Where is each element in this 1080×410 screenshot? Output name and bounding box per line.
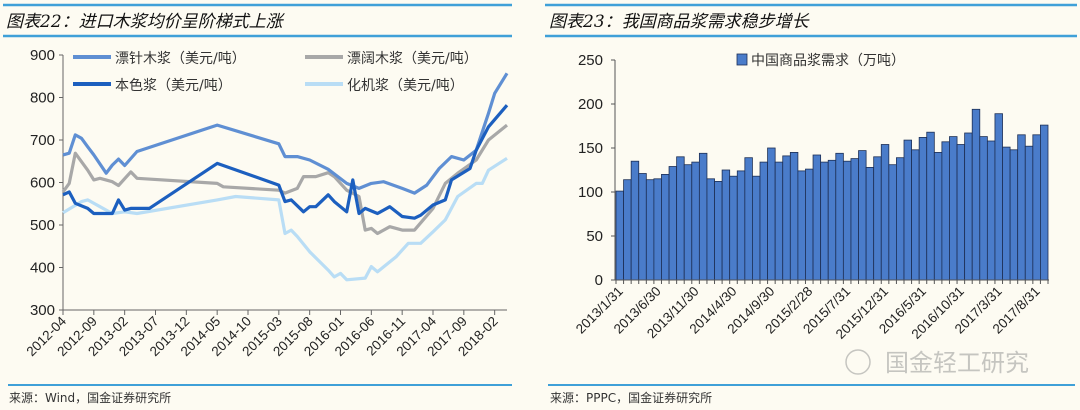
bar — [797, 170, 806, 281]
bar — [782, 155, 791, 281]
bar — [873, 156, 882, 281]
bar — [896, 157, 905, 281]
bar — [623, 179, 632, 281]
bar — [714, 180, 723, 281]
legend-swatch — [736, 53, 748, 66]
bar — [638, 173, 647, 281]
chart-title-right: 图表23：我国商品浆需求稳步增长 — [549, 12, 810, 32]
series-line-3 — [62, 156, 508, 282]
bar — [653, 178, 662, 281]
bar — [767, 147, 776, 281]
bar — [668, 166, 678, 281]
y-tick-label: 600 — [30, 175, 55, 192]
bar — [1017, 134, 1026, 281]
bar — [691, 161, 700, 281]
watermark: 国金轻工研究 — [845, 349, 1029, 377]
bar — [1040, 124, 1049, 281]
legend-label: 本色浆（美元/吨） — [115, 77, 232, 94]
bar — [880, 144, 890, 281]
source-left: 来源：Wind，国金证券研究所 — [9, 390, 171, 405]
y-tick-label: 200 — [578, 96, 603, 113]
bar — [661, 173, 670, 281]
bar — [994, 113, 1003, 281]
bar — [903, 139, 912, 281]
bar — [774, 161, 784, 281]
header-right: 图表23：我国商品浆需求稳步增长 — [545, 3, 1077, 38]
bar — [933, 151, 943, 281]
bar — [888, 164, 897, 281]
bar — [789, 151, 799, 281]
bar — [941, 141, 950, 281]
bar — [956, 144, 966, 281]
y-tick-label: 800 — [30, 90, 55, 107]
bar — [683, 164, 693, 281]
bar — [698, 152, 708, 281]
source-right: 来源：PPPC，国金证券研究所 — [550, 390, 712, 405]
y-tick-label: 300 — [30, 302, 55, 319]
bar — [911, 149, 920, 281]
legend-label: 漂针木浆（美元/吨） — [115, 51, 246, 67]
bar — [1024, 145, 1034, 281]
bar — [645, 179, 655, 281]
bar — [1032, 134, 1041, 281]
header-left: 图表22：进口木浆均价呈阶梯式上涨 — [3, 3, 512, 38]
bar — [736, 170, 746, 281]
y-tick-label: 250 — [578, 52, 603, 69]
legend-label: 化机浆（美元/吨） — [347, 78, 464, 94]
bar — [1009, 149, 1019, 281]
bar — [865, 166, 875, 281]
series-line-1 — [61, 123, 509, 236]
legend-label: 漂阔木浆（美元/吨） — [347, 51, 478, 67]
series-line-2 — [62, 104, 509, 220]
chart-title-left: 图表22：进口木浆均价呈阶梯式上涨 — [6, 12, 286, 32]
bar — [1002, 146, 1011, 281]
bar — [986, 140, 996, 281]
y-tick-label: 400 — [30, 260, 55, 277]
bar — [676, 156, 685, 281]
watermark-text: 国金轻工研究 — [885, 349, 1029, 377]
wechat-icon — [845, 349, 871, 375]
bar — [812, 154, 822, 281]
bar — [759, 161, 768, 281]
bar — [971, 108, 981, 281]
bar — [979, 136, 988, 281]
y-tick-label: 700 — [30, 132, 55, 149]
bar — [630, 160, 640, 281]
bar — [729, 175, 738, 281]
bar — [926, 131, 935, 281]
bar — [918, 136, 928, 281]
bar — [805, 168, 814, 281]
bar — [850, 158, 859, 281]
bar-chart: 0501001502002502013/1/312013/6/302013/11… — [573, 52, 1049, 342]
series-line-0 — [62, 72, 509, 195]
y-tick-label: 50 — [586, 228, 603, 245]
y-tick-label: 0 — [595, 272, 603, 289]
bar — [964, 132, 973, 281]
bar — [721, 169, 731, 281]
bar — [752, 175, 761, 281]
bar — [706, 178, 715, 281]
y-tick-label: 150 — [578, 140, 603, 157]
line-chart: 3004005006007008009002012-042012-092013-… — [23, 47, 509, 359]
bar — [835, 152, 844, 281]
y-tick-label: 100 — [578, 184, 603, 201]
y-tick-label: 900 — [30, 47, 55, 64]
legend-label: 中国商品浆需求（万吨） — [751, 53, 905, 69]
bar — [615, 190, 624, 281]
y-tick-label: 500 — [30, 217, 55, 234]
bar — [827, 159, 837, 281]
bar — [842, 160, 852, 281]
bar — [949, 136, 958, 281]
bar — [820, 161, 829, 281]
bar — [858, 150, 867, 281]
bar — [744, 157, 753, 281]
